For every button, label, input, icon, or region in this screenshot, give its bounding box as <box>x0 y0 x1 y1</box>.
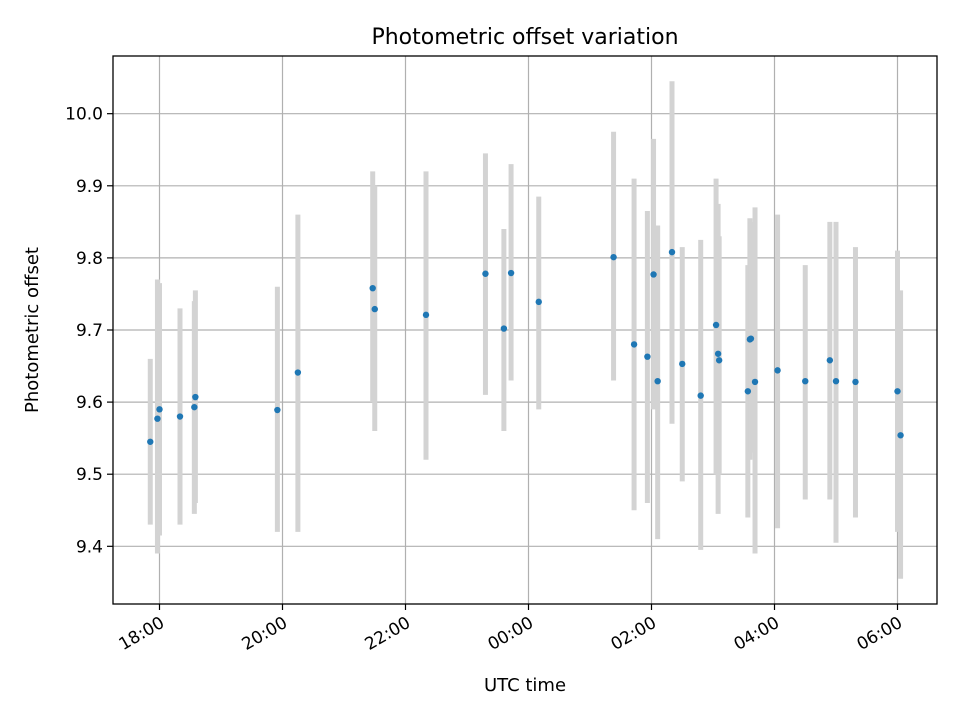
data-point <box>712 321 720 329</box>
data-point <box>154 415 161 422</box>
data-point <box>832 377 840 385</box>
data-point <box>697 392 704 399</box>
data-point <box>274 406 281 414</box>
data-points <box>147 248 904 445</box>
data-point <box>191 403 198 411</box>
data-point <box>714 350 722 357</box>
y-tick-label: 9.8 <box>76 249 103 269</box>
data-point <box>610 253 617 261</box>
data-point <box>147 438 154 445</box>
data-point <box>500 325 508 332</box>
data-point <box>630 341 638 348</box>
data-point <box>897 432 904 439</box>
data-point <box>715 357 723 364</box>
data-point <box>894 388 901 395</box>
y-tick-label: 10.0 <box>65 105 103 125</box>
y-tick-label: 9.9 <box>76 177 103 197</box>
data-point <box>852 378 859 386</box>
chart-title: Photometric offset variation <box>371 25 678 50</box>
data-point <box>751 378 759 386</box>
x-tick-label: 18:00 <box>116 613 168 655</box>
x-tick-label: 06:00 <box>854 613 906 655</box>
y-tick-label: 9.5 <box>76 465 103 485</box>
y-tick-label: 9.6 <box>76 393 103 413</box>
x-axis-label: UTC time <box>484 675 566 696</box>
data-point <box>650 271 657 278</box>
data-point <box>371 305 378 313</box>
data-point <box>679 360 686 368</box>
y-axis-label: Photometric offset <box>22 247 43 413</box>
data-point <box>774 367 781 374</box>
data-point <box>644 353 651 360</box>
grid-lines <box>113 56 937 604</box>
data-point <box>156 406 163 413</box>
data-point <box>826 357 834 364</box>
data-point <box>802 377 809 385</box>
data-point <box>747 335 755 342</box>
data-point <box>507 269 515 277</box>
y-axis-ticks: 9.4 9.5 9.6 9.7 9.8 9.9 10.0 <box>65 105 113 557</box>
data-point <box>176 413 184 420</box>
x-tick-label: 20:00 <box>239 613 291 655</box>
data-point <box>744 388 752 395</box>
x-tick-label: 00:00 <box>485 613 537 655</box>
x-tick-label: 04:00 <box>731 613 783 655</box>
y-tick-label: 9.7 <box>76 321 103 341</box>
data-point <box>535 298 542 306</box>
x-tick-label: 02:00 <box>608 613 660 655</box>
data-point <box>369 284 376 292</box>
data-point <box>482 270 489 277</box>
data-point <box>422 311 430 319</box>
data-point <box>192 393 199 401</box>
x-axis-ticks: 18:00 20:00 22:00 00:00 02:00 04:00 06:00 <box>116 604 906 655</box>
data-point <box>294 369 302 376</box>
data-point <box>654 377 661 385</box>
y-tick-label: 9.4 <box>76 537 103 557</box>
data-point <box>668 248 676 256</box>
x-tick-label: 22:00 <box>362 613 414 655</box>
